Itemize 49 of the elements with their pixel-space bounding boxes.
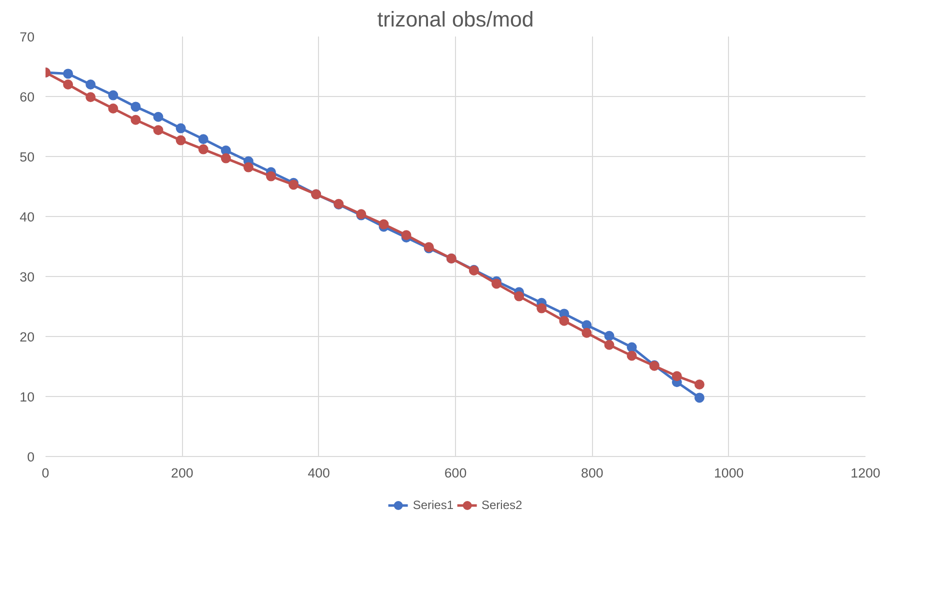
point <box>198 144 208 154</box>
point <box>559 316 570 326</box>
point <box>130 114 141 125</box>
legend-label: Series2 <box>482 498 522 512</box>
chart-title: trizonal obs/mod <box>377 8 534 32</box>
x-tick-label: 0 <box>42 466 50 480</box>
y-tick-label: 0 <box>27 450 35 464</box>
point <box>63 68 74 79</box>
point <box>153 112 164 122</box>
point <box>536 303 547 314</box>
point <box>492 278 502 289</box>
point <box>176 135 186 146</box>
point <box>220 153 231 164</box>
point <box>514 291 524 302</box>
y-tick-label: 30 <box>20 270 35 284</box>
y-tick-label: 50 <box>20 150 35 164</box>
point <box>694 380 704 390</box>
x-tick-label: 600 <box>444 466 467 480</box>
x-tick-label: 400 <box>308 466 330 480</box>
y-tick-label: 60 <box>20 90 35 104</box>
y-tick-label: 10 <box>20 390 35 404</box>
point <box>401 230 412 240</box>
point <box>86 80 96 90</box>
point <box>626 350 637 361</box>
y-tick-label: 40 <box>20 210 35 224</box>
point <box>672 371 682 382</box>
point <box>243 162 254 172</box>
x-tick-label: 1200 <box>850 466 880 480</box>
point <box>694 392 704 403</box>
point <box>86 92 96 102</box>
point <box>582 328 592 338</box>
point <box>266 171 276 182</box>
x-tick-label: 1000 <box>714 466 744 480</box>
y-tick-label: 70 <box>20 30 35 44</box>
point <box>604 330 614 341</box>
point <box>378 219 389 230</box>
point <box>153 125 164 136</box>
legend-label: Series1 <box>412 498 454 512</box>
point <box>108 90 118 100</box>
point <box>198 134 208 144</box>
point <box>604 340 614 350</box>
point <box>63 80 74 90</box>
x-tick-label: 200 <box>171 466 194 480</box>
x-tick-label: 800 <box>581 466 604 480</box>
y-tick-label: 20 <box>20 330 35 344</box>
point <box>130 102 141 112</box>
point <box>176 123 186 134</box>
point <box>108 104 118 114</box>
point <box>626 342 637 352</box>
